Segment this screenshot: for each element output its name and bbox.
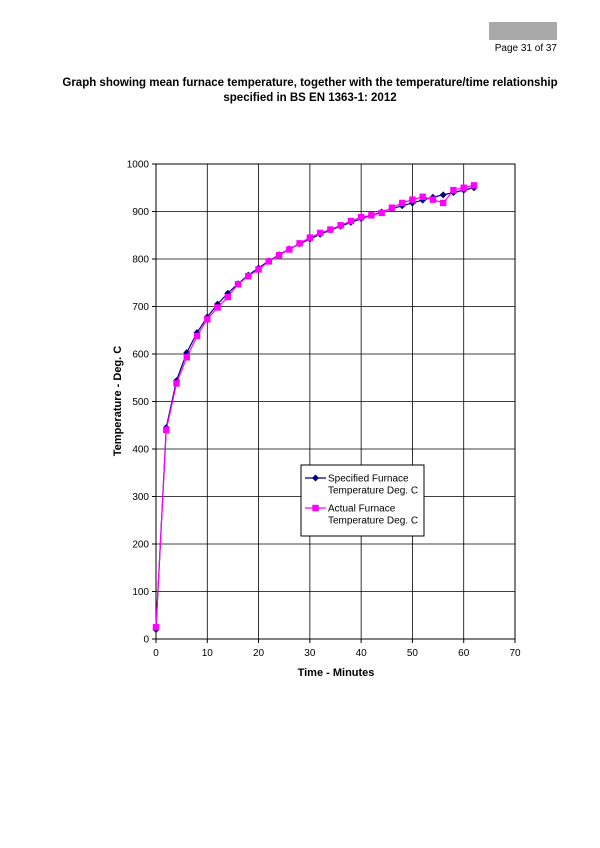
data-point [357, 214, 365, 221]
data-point [368, 212, 375, 219]
data-point [327, 226, 334, 233]
data-point [450, 186, 457, 194]
data-point [460, 184, 467, 191]
y-tick-label: 500 [132, 397, 149, 408]
y-tick-label: 300 [132, 492, 149, 503]
x-tick-label: 70 [509, 648, 521, 659]
y-tick-label: 900 [132, 207, 149, 218]
data-point [275, 252, 283, 259]
y-tick-label: 700 [132, 302, 149, 313]
data-point [152, 623, 160, 631]
data-point [419, 193, 426, 200]
data-point [193, 332, 201, 340]
data-point [163, 426, 170, 434]
legend-label: Temperature Deg. C [328, 486, 418, 497]
data-point [173, 380, 180, 387]
data-point [296, 240, 303, 247]
data-point [378, 209, 385, 217]
x-tick-labels: 0 10 20 30 40 50 60 70 [153, 639, 521, 659]
legend-label: Actual Furnace [328, 504, 396, 515]
y-tick-label: 800 [132, 255, 149, 266]
y-tick-label: 600 [132, 350, 149, 361]
series-layer [152, 182, 478, 633]
data-point [265, 258, 273, 265]
data-point [316, 229, 324, 237]
data-point [439, 191, 447, 199]
x-tick-label: 40 [356, 648, 368, 659]
data-point [306, 234, 314, 241]
legend-marker [312, 504, 319, 512]
data-point [183, 354, 190, 361]
legend-label: Temperature Deg. C [328, 516, 418, 527]
legend-marker [312, 474, 319, 482]
page-number: Page 31 of 37 [494, 43, 557, 54]
redacted-reference-box [489, 22, 557, 40]
x-tick-label: 30 [304, 648, 316, 659]
title-line-2: specified in BS EN 1363-1: 2012 [223, 92, 397, 104]
title-line-1: Graph showing mean furnace temperature, … [62, 77, 558, 89]
data-point [214, 304, 221, 311]
y-tick-labels: 0 100 200 300 400 500 600 700 800 900 1000 [127, 160, 156, 646]
x-tick-label: 10 [202, 648, 214, 659]
data-point [398, 199, 406, 207]
data-point [388, 204, 396, 211]
y-axis-title: Temperature - Deg. C [112, 346, 124, 456]
x-tick-label: 60 [458, 648, 470, 659]
data-point [440, 199, 447, 207]
x-tick-label: 50 [407, 648, 419, 659]
legend-label: Specified Furnace [328, 474, 409, 485]
data-point [245, 272, 252, 280]
x-axis-title: Time - Minutes [298, 667, 375, 679]
page-title: Graph showing mean furnace temperature, … [60, 76, 560, 106]
data-point [429, 196, 437, 203]
data-point [337, 222, 344, 229]
legend-box [300, 464, 425, 537]
data-point [224, 293, 231, 301]
y-tick-label: 1000 [127, 160, 150, 171]
series-2 [152, 182, 478, 631]
x-tick-label: 0 [153, 648, 159, 659]
data-point [234, 280, 242, 288]
data-point [347, 217, 355, 225]
y-tick-label: 0 [143, 635, 149, 646]
data-point [470, 182, 478, 189]
y-tick-label: 400 [132, 445, 149, 456]
data-point [204, 316, 211, 323]
y-tick-label: 200 [132, 540, 149, 551]
data-point [286, 246, 293, 253]
data-point [409, 196, 416, 203]
data-point [255, 266, 262, 273]
y-tick-label: 100 [132, 587, 149, 598]
x-tick-label: 20 [253, 648, 265, 659]
